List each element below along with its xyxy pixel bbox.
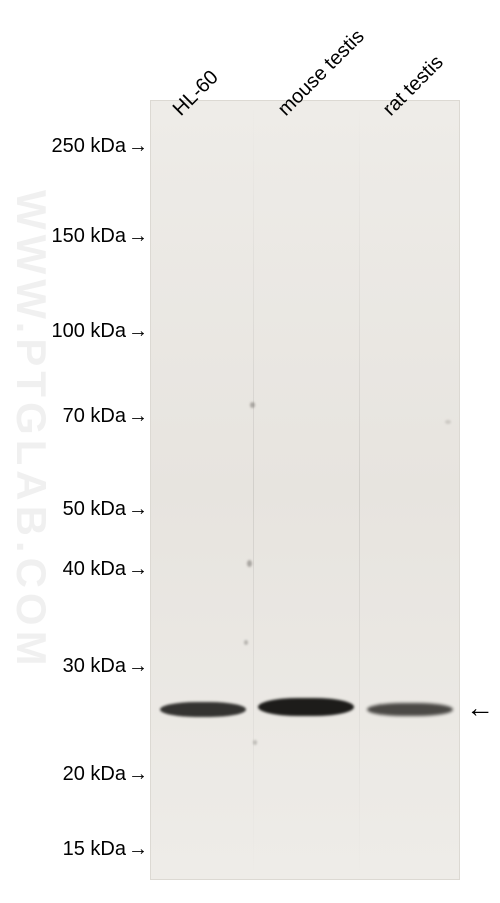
watermark-text: WWW.PTGLAB.COM	[7, 190, 55, 671]
blot-speck	[244, 640, 248, 645]
protein-band	[160, 702, 246, 717]
mw-marker-label: 30 kDa→	[63, 655, 148, 678]
lane-divider	[253, 101, 254, 879]
mw-marker-label: 40 kDa→	[63, 558, 148, 581]
protein-band	[367, 703, 453, 716]
mw-marker-label: 100 kDa→	[52, 320, 149, 343]
blot-membrane	[150, 100, 460, 880]
mw-marker-label: 150 kDa→	[52, 225, 149, 248]
lane-divider	[359, 101, 360, 879]
blot-speck	[247, 560, 252, 567]
mw-marker-label: 70 kDa→	[63, 405, 148, 428]
blot-speck	[253, 740, 257, 745]
target-band-arrow: ←	[466, 692, 494, 724]
blot-speck	[445, 420, 451, 424]
figure-container: WWW.PTGLAB.COM ← 250 kDa→ 150 kDa→ 100 kDa…	[0, 0, 500, 903]
mw-marker-label: 20 kDa→	[63, 763, 148, 786]
mw-marker-label: 250 kDa→	[52, 135, 149, 158]
protein-band	[258, 698, 354, 716]
mw-marker-label: 15 kDa→	[63, 838, 148, 861]
mw-marker-label: 50 kDa→	[63, 498, 148, 521]
blot-speck	[250, 402, 255, 408]
